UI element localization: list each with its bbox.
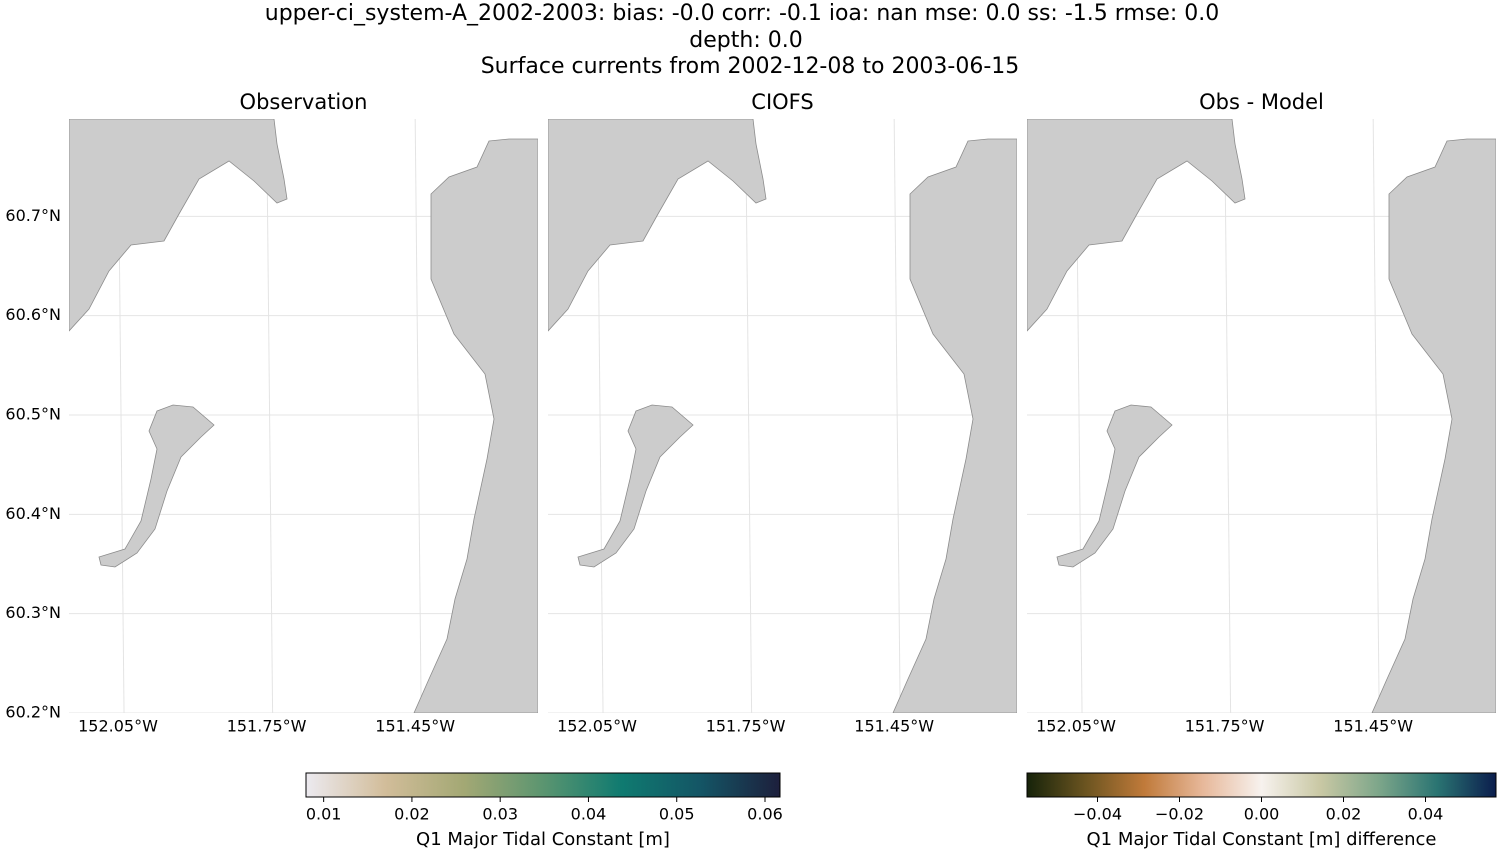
colorbar-tick-label: 0.00	[1244, 805, 1280, 824]
y-tick-label: 60.6°N	[5, 305, 61, 324]
colorbar-tick-label: −0.02	[1155, 805, 1204, 824]
colorbar-tick-label: 0.04	[1408, 805, 1444, 824]
map-panel	[548, 119, 1017, 713]
grid-line	[266, 119, 274, 713]
map-panel	[69, 119, 538, 713]
x-tick-label: 151.45°W	[1333, 717, 1413, 736]
x-tick-label: 151.75°W	[227, 717, 307, 736]
colorbar-tick-label: 0.06	[747, 805, 783, 824]
colorbar	[305, 772, 781, 798]
y-tick-label: 60.2°N	[5, 703, 61, 722]
y-tick-label: 60.4°N	[5, 504, 61, 523]
colorbar-tick-label: 0.02	[1326, 805, 1362, 824]
colorbar-tick-label: −0.04	[1073, 805, 1122, 824]
x-tick-label: 152.05°W	[78, 717, 158, 736]
suptitle: upper-ci_system-A_2002-2003: bias: -0.0 …	[265, 1, 1219, 26]
x-tick-label: 152.05°W	[557, 717, 637, 736]
grid-line	[1372, 119, 1380, 713]
x-tick-label: 151.75°W	[706, 717, 786, 736]
panel-title: CIOFS	[751, 90, 813, 114]
x-tick-label: 151.45°W	[375, 717, 455, 736]
colorbar-tick-label: 0.04	[571, 805, 607, 824]
x-tick-label: 151.45°W	[854, 717, 934, 736]
map-panel	[1027, 119, 1496, 713]
y-tick-label: 60.7°N	[5, 206, 61, 225]
x-tick-label: 152.05°W	[1036, 717, 1116, 736]
colorbar-label: Q1 Major Tidal Constant [m]	[416, 829, 670, 850]
panel-title: Observation	[240, 90, 368, 114]
colorbars: 0.01 0.02 0.03 0.04 0.05 0.06 Q1 Major Tidal C…	[305, 772, 1497, 850]
colorbar-tick-label: 0.01	[306, 805, 342, 824]
suptitle: depth: 0.0	[689, 28, 802, 53]
colorbar-label: Q1 Major Tidal Constant [m] difference	[1087, 829, 1437, 850]
suptitle: Surface currents from 2002-12-08 to 2003…	[481, 54, 1020, 79]
colorbar-tick-label: 0.03	[482, 805, 518, 824]
panels: Observation 152.05°W 151.75°W 151.45°W 60.2°…	[5, 90, 1496, 736]
x-tick-label: 151.75°W	[1185, 717, 1265, 736]
panel-title: Obs - Model	[1199, 90, 1324, 114]
colorbar-tick-label: 0.05	[659, 805, 695, 824]
grid-line	[893, 119, 901, 713]
y-tick-label: 60.3°N	[5, 603, 61, 622]
colorbar	[1026, 772, 1497, 798]
grid-line	[1224, 119, 1232, 713]
grid-line	[745, 119, 753, 713]
grid-line	[414, 119, 422, 713]
colorbar-tick-label: 0.02	[394, 805, 430, 824]
y-tick-label: 60.5°N	[5, 405, 61, 424]
